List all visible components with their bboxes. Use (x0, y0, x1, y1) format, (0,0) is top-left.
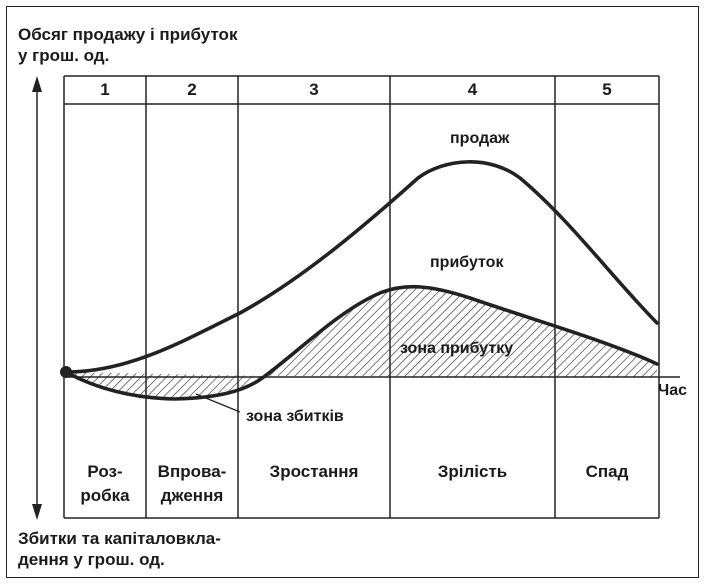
loss-zone-hatch (66, 372, 265, 399)
stage-name-development: Роз- робка (64, 460, 146, 508)
profit-zone-label: зона прибутку (400, 340, 514, 357)
profit-curve-label: прибуток (430, 254, 504, 271)
profit-curve (64, 284, 659, 401)
y-axis-top-label: Обсяг продажу і прибуток у грош. од. (18, 24, 237, 66)
y-axis-bottom-label: Збитки та капіталовкла- дення у грош. од… (18, 528, 221, 570)
stage-name-line: робка (80, 486, 130, 505)
stage-name-introduction: Впрова- дження (146, 460, 238, 508)
sales-curve-label: продаж (450, 130, 510, 147)
stage-number-2: 2 (187, 80, 197, 99)
stage-name-growth: Зростання (269, 462, 359, 481)
y-axis-arrow-up (32, 76, 42, 92)
y-top-label-line1: Обсяг продажу і прибуток (18, 25, 238, 44)
stage-name-line: Впрова- (157, 462, 227, 481)
y-top-label-line2: у грош. од. (18, 46, 110, 65)
stage-number-1: 1 (100, 80, 110, 99)
y-bottom-label-line2: дення у грош. од. (18, 550, 165, 569)
stage-number-5: 5 (602, 80, 612, 99)
sales-curve (64, 160, 659, 374)
stage-name-line: дження (160, 486, 224, 505)
diagram-frame (6, 6, 699, 578)
stage-name-line: Роз- (87, 462, 123, 481)
stage-name-decline: Спад (585, 462, 629, 481)
origin-point (60, 366, 72, 378)
y-bottom-label-line1: Збитки та капіталовкла- (18, 529, 221, 548)
stage-name-maturity: Зрілість (437, 462, 508, 481)
y-axis-arrow-down (32, 504, 42, 520)
stage-number-3: 3 (309, 80, 319, 99)
profit-zone-hatch (265, 286, 657, 377)
time-axis-label: Час (658, 382, 688, 399)
stage-number-4: 4 (467, 80, 478, 99)
loss-zone-leader (195, 393, 241, 413)
loss-zone-label: зона збитків (246, 408, 344, 425)
